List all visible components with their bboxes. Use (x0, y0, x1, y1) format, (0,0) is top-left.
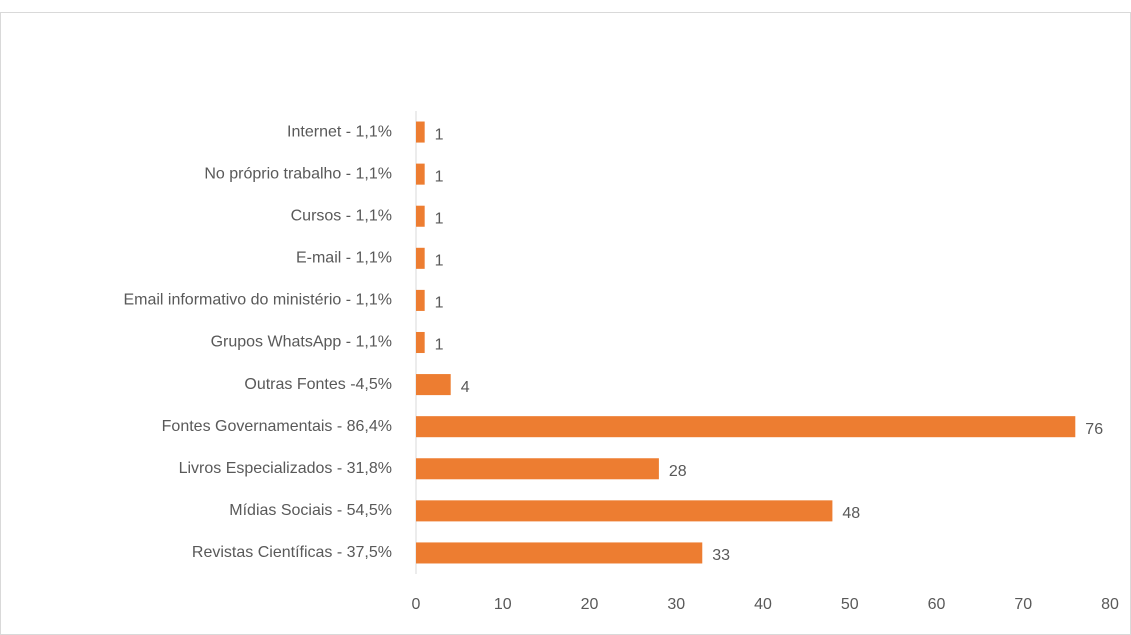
x-tick-label: 0 (412, 596, 421, 613)
data-label: 33 (712, 547, 730, 564)
data-label: 1 (435, 253, 444, 270)
y-tick-label: Mídias Sociais - 54,5% (229, 502, 392, 519)
data-label: 1 (435, 210, 444, 227)
bar (416, 500, 833, 522)
y-tick-label: Fontes Governamentais - 86,4% (162, 418, 392, 435)
y-tick-label: Revistas Científicas - 37,5% (192, 544, 392, 561)
bar (416, 163, 425, 185)
bar (416, 416, 1076, 438)
y-tick-label: Internet - 1,1% (287, 123, 392, 140)
bar (416, 247, 425, 269)
y-tick-label: Grupos WhatsApp - 1,1% (211, 334, 392, 351)
x-tick-label: 40 (754, 596, 772, 613)
y-tick-label: Livros Especializados - 31,8% (179, 460, 392, 477)
x-tick-label: 60 (928, 596, 946, 613)
x-tick-label: 10 (494, 596, 512, 613)
data-label: 48 (842, 505, 860, 522)
data-label: 1 (435, 295, 444, 312)
bar (416, 331, 425, 354)
y-tick-label: E-mail - 1,1% (296, 250, 392, 267)
data-label: 28 (669, 463, 687, 480)
chart-frame (0, 12, 1131, 635)
data-label: 1 (435, 126, 444, 143)
data-label: 1 (435, 168, 444, 185)
data-label: 76 (1085, 421, 1103, 438)
bar (416, 542, 703, 564)
x-tick-label: 80 (1101, 596, 1119, 613)
x-tick-label: 30 (667, 596, 685, 613)
y-tick-label: Cursos - 1,1% (291, 207, 392, 224)
bar (416, 205, 425, 227)
bar (416, 374, 451, 396)
x-tick-label: 20 (581, 596, 599, 613)
data-label: 4 (461, 379, 470, 396)
data-label: 1 (435, 337, 444, 354)
x-tick-label: 70 (1014, 596, 1032, 613)
bar (416, 289, 425, 311)
bar (416, 121, 425, 143)
x-tick-label: 50 (841, 596, 859, 613)
y-tick-label: No próprio trabalho - 1,1% (204, 165, 392, 182)
y-tick-label: Outras Fontes -4,5% (244, 376, 392, 393)
bar (416, 458, 659, 480)
y-tick-label: Email informativo do ministério - 1,1% (123, 292, 392, 309)
